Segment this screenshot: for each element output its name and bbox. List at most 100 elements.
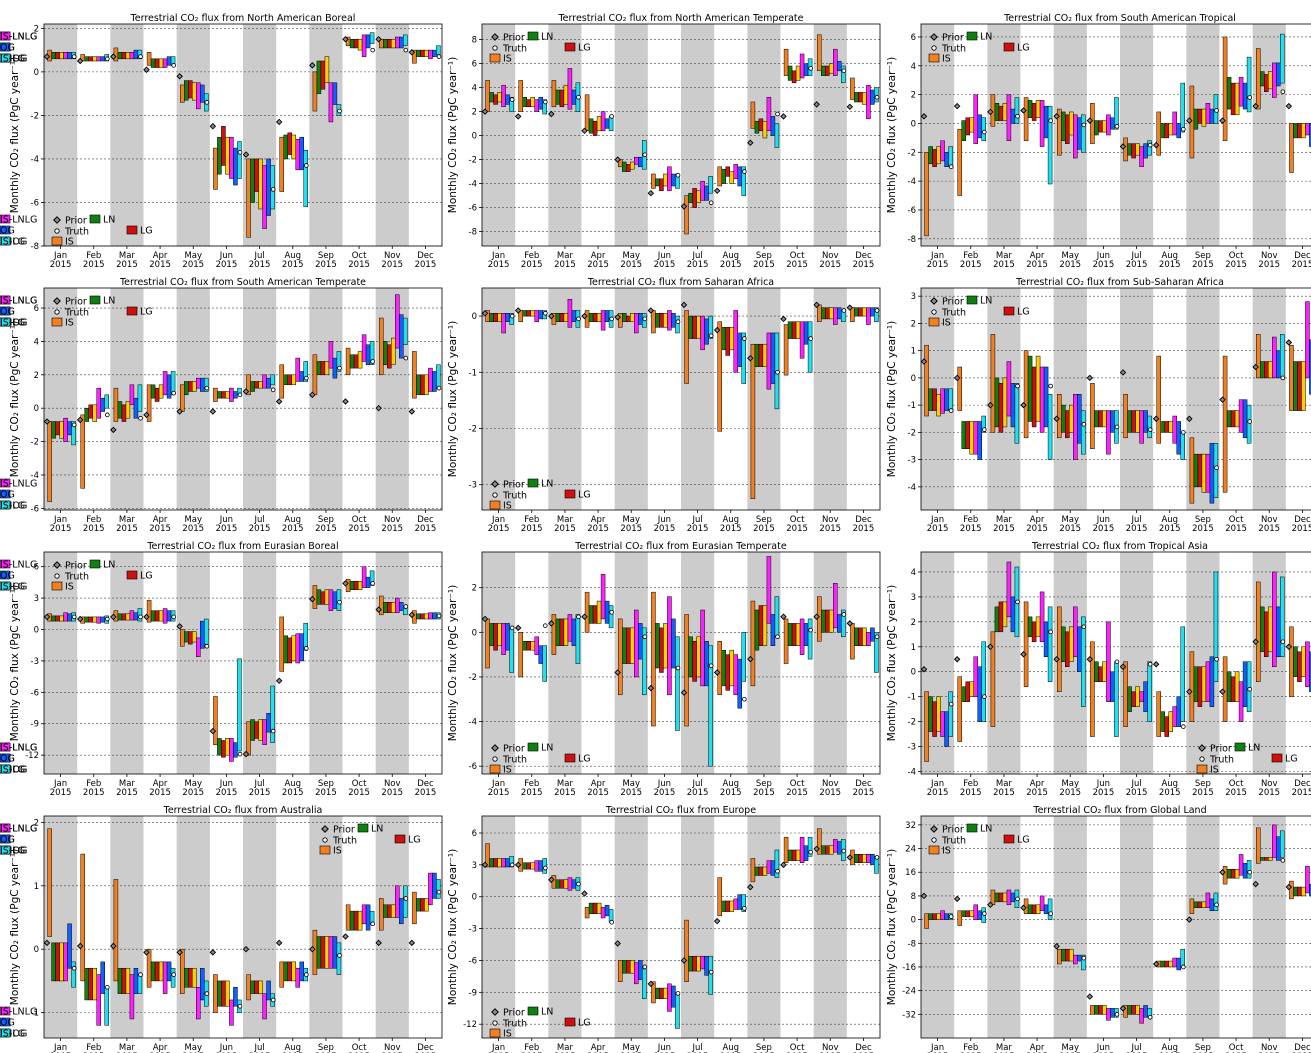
truth-marker — [370, 47, 375, 53]
range-bar-og — [432, 872, 437, 899]
range-bar-is-lnlg — [1106, 114, 1111, 136]
range-bar-is-lnlg — [1205, 453, 1211, 493]
range-bar-ln — [1094, 410, 1099, 428]
range-bar-lg — [932, 388, 937, 411]
y-tick-label: -6 — [469, 204, 477, 214]
truth-marker — [708, 663, 714, 669]
truth-marker — [1214, 902, 1219, 908]
legend-label-is: IS — [942, 54, 951, 65]
range-bar-is-lnlg — [667, 596, 672, 696]
range-bar-ln — [688, 192, 693, 204]
legend-swatch-is-og — [0, 500, 11, 510]
truth-marker — [337, 365, 342, 371]
range-bar-lg — [420, 49, 425, 57]
x-tick-month: Jan — [491, 779, 505, 789]
range-bar-is — [1057, 606, 1062, 692]
x-tick-year: 2015 — [853, 788, 875, 798]
x-tick-year: 2015 — [687, 524, 709, 534]
y-tick-label: 4 — [34, 337, 39, 347]
range-bar-ln — [416, 49, 421, 57]
range-bar-is-og — [237, 141, 242, 179]
y-tick-label: -3 — [469, 481, 477, 491]
truth-marker — [1181, 964, 1186, 970]
range-bar-og — [166, 374, 172, 399]
range-bar-lg — [1065, 114, 1070, 144]
prior-marker — [713, 187, 721, 195]
y-axis-label: Monthly CO₂ flux (PgC year⁻¹) — [447, 57, 459, 213]
legend-label-lg: LG — [140, 571, 153, 582]
month-band — [987, 24, 1021, 246]
range-bar-is-og — [981, 117, 986, 142]
truth-marker — [403, 896, 409, 901]
range-bar-ln — [688, 636, 693, 678]
range-bar-ln — [994, 377, 1000, 428]
truth-marker — [1147, 427, 1153, 432]
truth-marker — [71, 965, 77, 971]
range-bar-og — [1110, 410, 1115, 433]
legend-swatch-is — [51, 581, 63, 591]
legend-label-is-lnlg: IS-LNLG — [0, 824, 37, 835]
x-tick-month: May — [622, 779, 640, 789]
legend-label-lnlg: LNLG — [0, 318, 25, 329]
prior-marker — [209, 949, 217, 956]
x-tick-month: Jan — [53, 515, 67, 525]
legend-label-ln: LN — [103, 215, 115, 226]
range-bar-og — [704, 955, 709, 976]
x-tick-month: Mar — [557, 779, 574, 789]
truth-marker — [105, 616, 110, 622]
range-bar-lnlg — [357, 581, 363, 590]
range-bar-is-lnlg — [162, 961, 168, 994]
y-tick-label: 4 — [911, 62, 916, 72]
x-tick-month: Feb — [524, 251, 539, 261]
range-bar-ln — [1160, 421, 1165, 433]
range-bar-og — [100, 397, 105, 412]
x-tick-month: May — [184, 1043, 202, 1053]
prior-marker — [408, 611, 416, 619]
prior-marker — [1285, 883, 1293, 891]
range-bar-lnlg — [125, 967, 131, 994]
x-tick-month: Oct — [790, 1043, 805, 1053]
plot-frame — [481, 287, 881, 511]
range-bar-lg — [559, 89, 565, 108]
y-tick-label: 4 — [472, 84, 477, 94]
range-bar-lg — [592, 120, 598, 136]
legend-label-ln: LN — [103, 560, 115, 571]
y-tick-label: 2 — [34, 818, 39, 828]
legend-label-lnlg: LNLG — [0, 54, 25, 65]
range-bar-is — [279, 961, 284, 988]
truth-marker — [403, 355, 409, 361]
x-tick-year: 2015 — [993, 524, 1015, 534]
x-tick-month: Jun — [1096, 779, 1110, 789]
range-bar-is — [990, 889, 996, 906]
range-bar-is-lnlg — [1006, 561, 1012, 618]
prior-marker — [110, 53, 117, 60]
range-bar-is-lnlg — [1039, 895, 1045, 911]
range-bar-lnlg — [59, 421, 64, 439]
x-tick-month: Jan — [930, 251, 944, 261]
range-bar-is-lnlg — [600, 310, 606, 331]
range-bar-is — [1123, 137, 1128, 162]
plot-frame — [481, 815, 881, 1039]
legend-swatch-ln — [1234, 742, 1246, 752]
range-bar-ln — [1061, 948, 1066, 962]
truth-marker — [1015, 896, 1020, 902]
y-tick-label: 0 — [34, 404, 39, 414]
range-bar-lg — [320, 591, 326, 605]
legend-label-ln: LN — [980, 824, 992, 835]
range-bar-lg — [154, 58, 160, 68]
range-bar-is-lnlg — [1172, 706, 1177, 727]
range-bar-is-lnlg — [196, 637, 201, 657]
prior-marker — [375, 35, 382, 43]
range-bar-ln — [754, 609, 760, 651]
truth-marker — [436, 54, 442, 59]
range-bar-og — [1143, 1005, 1148, 1018]
legend-label-ln: LN — [541, 479, 553, 490]
truth-marker — [948, 164, 954, 170]
range-bar-ln — [787, 321, 793, 339]
x-tick-month: Mar — [557, 251, 574, 261]
legend-swatch-is — [51, 317, 63, 327]
truth-marker — [1247, 869, 1252, 875]
range-bar-is-og — [436, 364, 441, 389]
legend-swatch-is-lnlg — [0, 559, 11, 569]
month-band — [813, 552, 847, 774]
